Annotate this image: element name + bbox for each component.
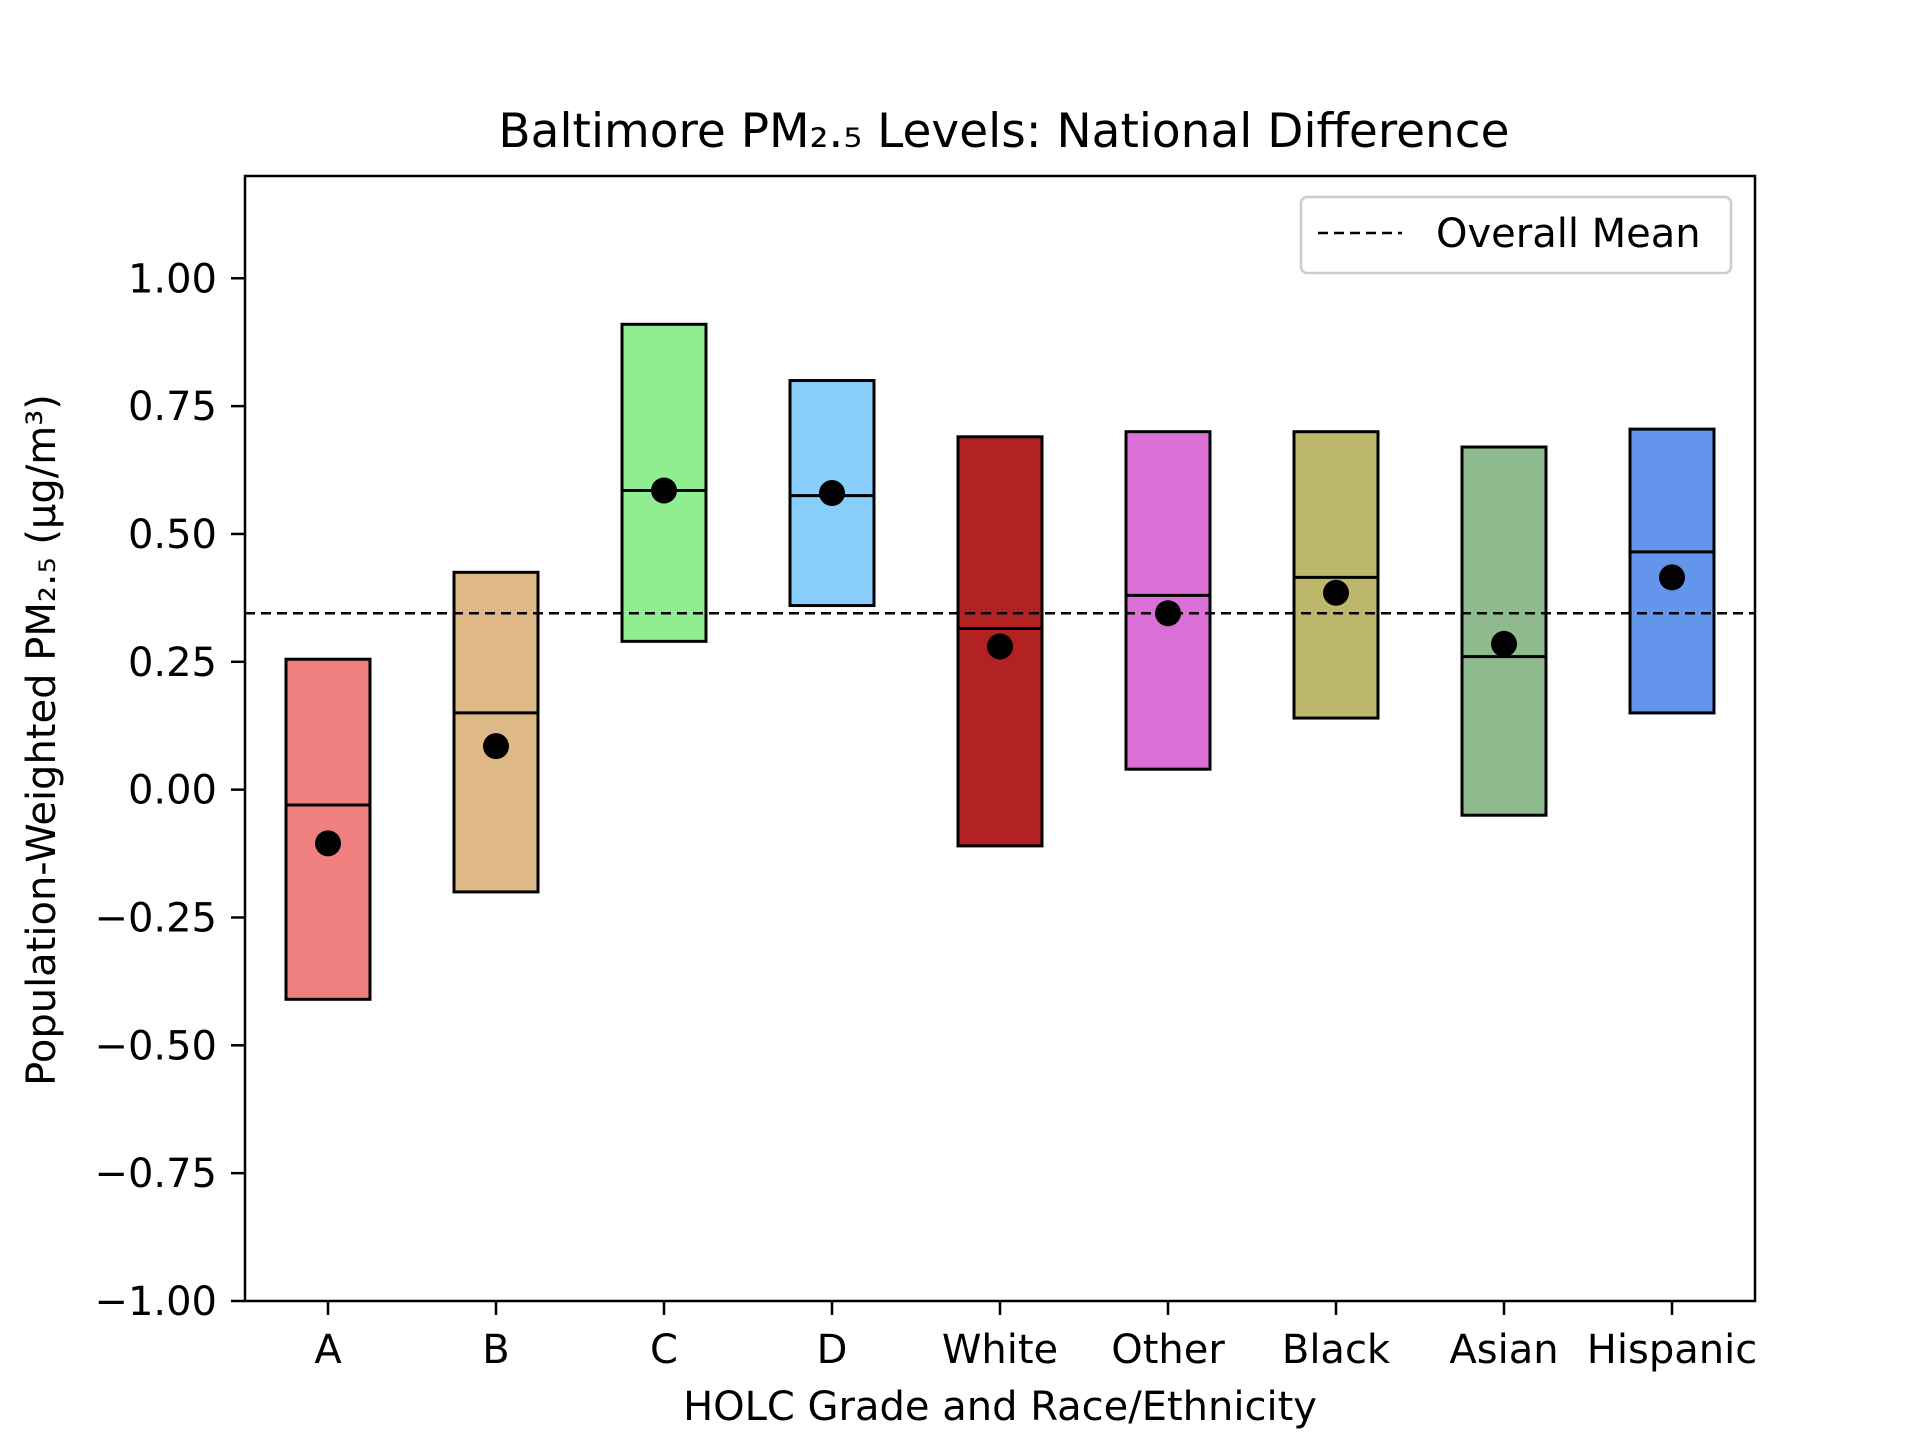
x-tick-label: D bbox=[817, 1327, 848, 1373]
x-tick-label: A bbox=[314, 1327, 342, 1373]
y-tick-label: 1.00 bbox=[128, 256, 217, 302]
y-tick-label: −0.25 bbox=[94, 895, 217, 941]
x-tick-label: White bbox=[942, 1327, 1058, 1373]
x-tick-label: Hispanic bbox=[1587, 1327, 1757, 1373]
y-tick-label: −0.50 bbox=[94, 1023, 217, 1069]
x-tick-label: Asian bbox=[1449, 1327, 1558, 1373]
x-tick-label: Black bbox=[1282, 1327, 1391, 1373]
y-tick-label: 0.75 bbox=[128, 384, 217, 430]
box-b bbox=[452, 570, 540, 894]
y-tick-label: −0.75 bbox=[94, 1151, 217, 1197]
y-tick-label: 0.25 bbox=[128, 640, 217, 686]
mean-point bbox=[1155, 600, 1181, 627]
mean-point bbox=[651, 477, 677, 504]
box-a bbox=[284, 657, 372, 1001]
legend-label: Overall Mean bbox=[1436, 211, 1701, 257]
plot-frame bbox=[243, 174, 1757, 1303]
plot-area: −1.00 −0.75 −0.50 −0.25 0.00 0.25 0.50 0.75 1.00… bbox=[94, 256, 1757, 1373]
legend-box bbox=[1299, 195, 1733, 275]
y-tick-label: −1.00 bbox=[94, 1279, 217, 1325]
mean-point bbox=[483, 733, 509, 760]
mean-point bbox=[1491, 630, 1517, 657]
y-tick-label: 0.50 bbox=[128, 512, 217, 558]
mean-point bbox=[315, 830, 341, 857]
legend: Overall Mean bbox=[1299, 195, 1733, 275]
mean-point bbox=[819, 480, 845, 507]
x-tick-label: Other bbox=[1111, 1327, 1225, 1373]
chart-title: Baltimore PM₂.₅ Levels: National Differe… bbox=[498, 104, 1509, 159]
mean-point bbox=[1323, 579, 1349, 606]
x-axis-label: HOLC Grade and Race/Ethnicity bbox=[683, 1384, 1317, 1430]
mean-point bbox=[987, 633, 1013, 660]
x-tick-label: C bbox=[650, 1327, 678, 1373]
y-tick-label: 0.00 bbox=[128, 768, 217, 814]
mean-point bbox=[1659, 564, 1685, 591]
box-black bbox=[1292, 430, 1380, 720]
y-axis-label: Population-Weighted PM₂.₅ (μg/m³) bbox=[19, 394, 65, 1086]
x-tick-label: B bbox=[482, 1327, 509, 1373]
